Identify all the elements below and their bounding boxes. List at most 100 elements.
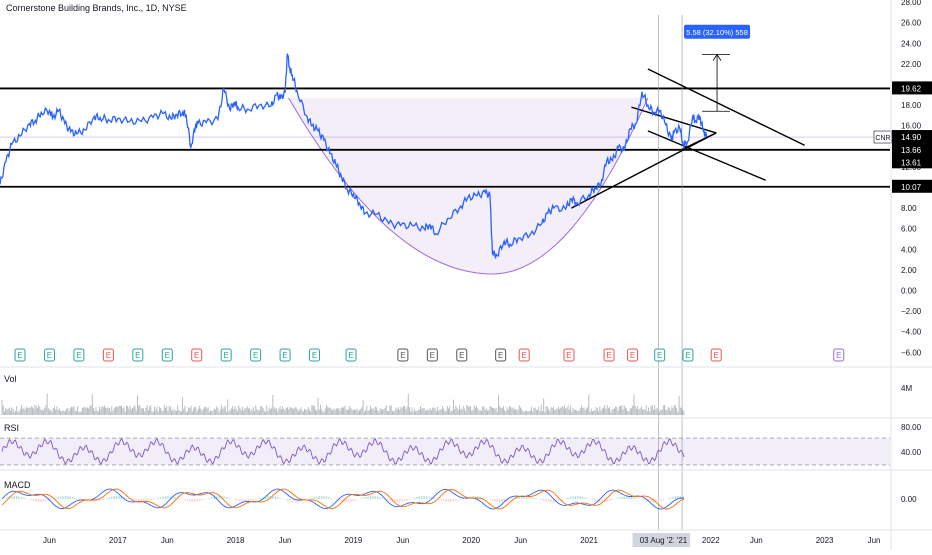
earnings-marker-label: E — [253, 351, 258, 360]
earnings-marker-label: E — [606, 351, 611, 360]
time-axis-label: 2018 — [227, 536, 245, 545]
earnings-marker — [682, 348, 694, 362]
earnings-marker-label: E — [106, 351, 111, 360]
earnings-marker — [710, 348, 722, 362]
earnings-marker-label: E — [836, 351, 841, 360]
earnings-marker — [250, 348, 262, 362]
earnings-marker — [161, 348, 173, 362]
earnings-marker — [132, 348, 144, 362]
rsi-axis-tick: 40.00 — [901, 448, 922, 457]
price-flag-bg — [892, 179, 932, 193]
earnings-marker — [833, 348, 845, 362]
symbol-tag-bg — [873, 130, 893, 144]
earnings-marker — [309, 348, 321, 362]
earnings-marker — [627, 348, 639, 362]
earnings-marker — [220, 348, 232, 362]
earnings-marker — [279, 348, 291, 362]
earnings-marker-label: E — [17, 351, 22, 360]
price-tick-label: −4.00 — [901, 328, 922, 337]
price-tick-label: 18.00 — [901, 101, 922, 110]
price-flag-label: 19.62 — [901, 84, 922, 93]
rsi-axis-tick: 80.00 — [901, 423, 922, 432]
earnings-marker — [102, 348, 114, 362]
price-flag-bg — [892, 155, 932, 169]
price-flag-bg — [892, 142, 932, 156]
time-axis-label: Jun — [161, 536, 174, 545]
trend-line-0 — [647, 68, 805, 146]
earnings-marker-label: E — [566, 351, 571, 360]
earnings-marker-label: E — [165, 351, 170, 360]
volume-label: Vol — [4, 374, 17, 384]
earnings-marker-label: E — [47, 351, 52, 360]
earnings-marker-label: E — [498, 351, 503, 360]
earnings-marker — [14, 348, 26, 362]
price-tick-label: −2.00 — [901, 307, 922, 316]
price-tick-label: 4.00 — [901, 245, 917, 254]
price-series-line — [0, 53, 708, 259]
time-axis-label: Jun — [868, 536, 881, 545]
rsi-label: RSI — [4, 423, 20, 433]
earnings-marker-label: E — [282, 351, 287, 360]
earnings-marker-label: E — [76, 351, 81, 360]
earnings-marker-label: E — [430, 351, 435, 360]
earnings-marker-label: E — [194, 351, 199, 360]
earnings-marker — [191, 348, 203, 362]
measure-label-bg — [684, 24, 751, 39]
earnings-marker — [73, 348, 85, 362]
price-tick-label: 2.00 — [901, 266, 917, 275]
cursor-date-label: 03 Aug '21 — [640, 536, 678, 545]
price-flag-label: 13.66 — [901, 146, 922, 155]
earnings-marker — [654, 348, 666, 362]
time-axis-label: 2023 — [816, 536, 834, 545]
time-axis-label: 2020 — [462, 536, 480, 545]
cursor-date-bg-2 — [674, 533, 691, 547]
price-tick-label: 8.00 — [901, 204, 917, 213]
earnings-marker-label: E — [522, 351, 527, 360]
time-axis-label: Jun — [514, 536, 527, 545]
price-tick-label: 22.00 — [901, 60, 922, 69]
macd-axis-tick: 0.00 — [901, 495, 917, 504]
macd-line — [1, 488, 684, 510]
measure-label: 5.58 (32.10%) 558 — [686, 28, 748, 37]
price-flag-label: 13.61 — [901, 158, 922, 167]
symbol-tag: CNR — [875, 135, 890, 142]
earnings-marker-label: E — [630, 351, 635, 360]
measure-arrowhead — [712, 53, 722, 61]
time-axis-label: 2021 — [580, 536, 598, 545]
earnings-marker — [397, 348, 409, 362]
earnings-marker-label: E — [657, 351, 662, 360]
price-flag-label: 10.07 — [901, 183, 922, 192]
earnings-marker-label: E — [459, 351, 464, 360]
time-axis-label: Jun — [396, 536, 409, 545]
time-axis-label: Jun — [279, 536, 292, 545]
volume-axis-tick: 4M — [901, 384, 912, 393]
price-tick-label: 24.00 — [901, 39, 922, 48]
earnings-marker-label: E — [312, 351, 317, 360]
price-flag-bg — [892, 81, 932, 95]
chart-title: Cornerstone Building Brands, Inc., 1D, N… — [6, 3, 187, 13]
price-tick-label: 6.00 — [901, 225, 917, 234]
earnings-marker-label: E — [224, 351, 229, 360]
earnings-marker-label: E — [400, 351, 405, 360]
trend-line-1 — [647, 130, 766, 181]
earnings-marker — [345, 348, 357, 362]
earnings-marker-label: E — [685, 351, 690, 360]
earnings-marker — [456, 348, 468, 362]
price-tick-label: 16.00 — [901, 122, 922, 131]
earnings-marker — [518, 348, 530, 362]
earnings-marker — [563, 348, 575, 362]
cursor-date-bg — [632, 533, 685, 547]
earnings-marker-label: E — [135, 351, 140, 360]
time-axis-label: 2019 — [345, 536, 363, 545]
earnings-marker — [495, 348, 507, 362]
price-tick-label: 0.00 — [901, 287, 917, 296]
earnings-marker-label: E — [348, 351, 353, 360]
price-flag-label: 14.90 — [901, 133, 922, 142]
time-axis-label: Jun — [43, 536, 56, 545]
time-axis-label: 2017 — [109, 536, 127, 545]
time-axis-label: Jun — [750, 536, 763, 545]
earnings-marker-label: E — [714, 351, 719, 360]
time-axis-edge-label: 2022 — [702, 536, 720, 545]
